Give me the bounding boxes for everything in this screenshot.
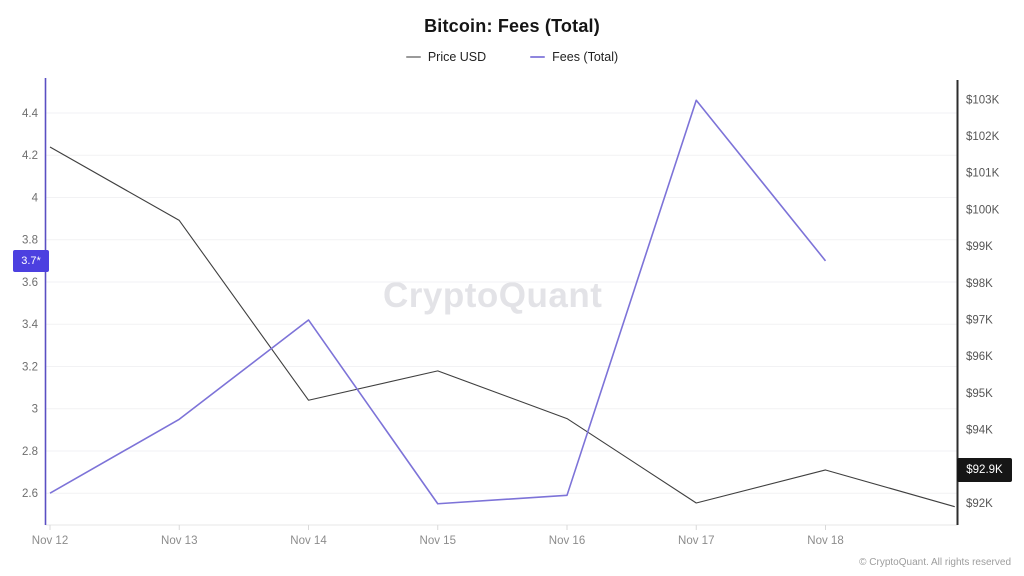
legend-item-price-usd[interactable]: Price USD bbox=[405, 50, 487, 64]
legend-label-price-usd: Price USD bbox=[427, 50, 487, 64]
legend-item-fees-total[interactable]: Fees (Total) bbox=[530, 50, 618, 64]
x-tick-label: Nov 15 bbox=[420, 535, 456, 547]
fees-current-value-badge: 3.7* bbox=[13, 249, 49, 272]
chart-title: Bitcoin: Fees (Total) bbox=[424, 16, 600, 36]
x-tick-label: Nov 13 bbox=[161, 535, 197, 547]
left-axis-tick-label: 3.2 bbox=[22, 361, 38, 373]
left-axis-tick-label: 3 bbox=[32, 404, 38, 416]
fees-total-line-swatch bbox=[530, 56, 546, 58]
legend: Price USD Fees (Total) bbox=[0, 50, 1024, 64]
left-axis-tick-label: 4.2 bbox=[22, 150, 38, 162]
right-axis-tick-label: $102K bbox=[966, 131, 1000, 143]
x-tick-label: Nov 18 bbox=[807, 535, 843, 547]
right-axis-tick-label: $99K bbox=[966, 241, 993, 253]
right-axis-tick-label: $96K bbox=[966, 351, 993, 363]
legend-label-fees-total: Fees (Total) bbox=[552, 50, 619, 64]
right-axis-tick-label: $98K bbox=[966, 278, 993, 290]
price-current-value-badge: $92.9K bbox=[957, 457, 1012, 482]
series-line-price-usd[interactable] bbox=[49, 146, 955, 508]
right-axis-tick-label: $100K bbox=[966, 204, 1000, 216]
left-axis-tick-label: 3.4 bbox=[22, 319, 39, 331]
left-axis-tick-label: 4 bbox=[32, 192, 39, 204]
right-axis-tick-label: $101K bbox=[966, 168, 1000, 180]
x-tick-label: Nov 12 bbox=[32, 535, 68, 547]
right-axis-tick-label: $94K bbox=[966, 425, 993, 437]
right-axis-tick-label: $92K bbox=[966, 498, 993, 510]
copyright-notice: © CryptoQuant. All rights reserved bbox=[859, 557, 1011, 568]
right-axis-tick-label: $97K bbox=[966, 315, 993, 327]
price-usd-line-swatch bbox=[405, 56, 421, 58]
left-axis-tick-label: 2.8 bbox=[22, 446, 38, 458]
right-axis-tick-label: $103K bbox=[966, 94, 1000, 106]
left-axis-tick-label: 4.4 bbox=[22, 108, 39, 120]
x-tick-label: Nov 16 bbox=[549, 535, 585, 547]
x-tick-label: Nov 14 bbox=[290, 535, 327, 547]
left-axis-tick-label: 3.8 bbox=[22, 235, 38, 247]
left-axis-tick-label: 3.6 bbox=[22, 277, 38, 289]
right-axis-tick-label: $95K bbox=[966, 388, 993, 400]
series-line-fees-total-[interactable] bbox=[49, 99, 827, 505]
left-axis-tick-label: 2.6 bbox=[22, 488, 38, 500]
x-tick-label: Nov 17 bbox=[678, 535, 714, 547]
